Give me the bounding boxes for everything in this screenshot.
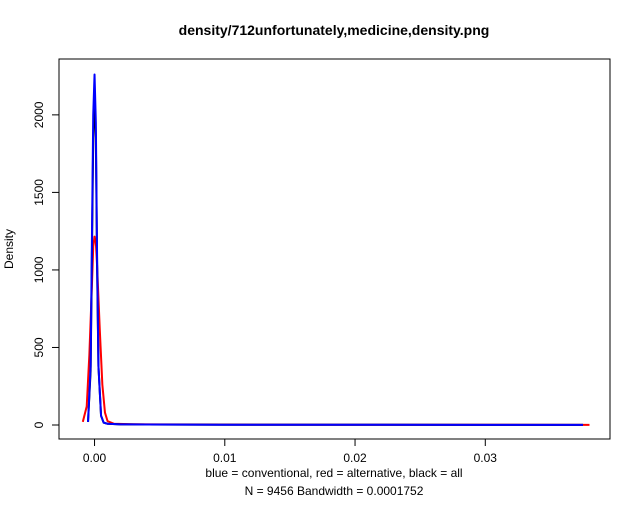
- y-tick-label: 1500: [32, 179, 46, 206]
- x-axis-label-secondary: N = 9456 Bandwidth = 0.0001752: [245, 484, 424, 498]
- y-tick-label: 500: [32, 337, 46, 357]
- x-tick-label: 0.03: [474, 451, 498, 465]
- series-line-black: [87, 90, 583, 426]
- x-tick-label: 0.00: [83, 451, 107, 465]
- series-line-red: [81, 235, 590, 426]
- x-tick-label: 0.02: [343, 451, 367, 465]
- x-tick-label: 0.01: [213, 451, 237, 465]
- y-axis-label: Density: [2, 229, 16, 269]
- y-tick-label: 2000: [32, 101, 46, 128]
- series-line-blue: [87, 73, 583, 426]
- y-tick-label: 1000: [32, 256, 46, 283]
- series-layer: [81, 73, 590, 426]
- plot-frame: [58, 58, 611, 440]
- y-axis: 0 500 1000 1500 2000: [32, 101, 60, 428]
- x-axis-label: blue = conventional, red = alternative, …: [205, 466, 462, 480]
- x-axis: 0.00 0.01 0.02 0.03: [83, 438, 498, 465]
- chart-title: density/712unfortunately,medicine,densit…: [179, 22, 490, 38]
- y-tick-label: 0: [32, 421, 46, 428]
